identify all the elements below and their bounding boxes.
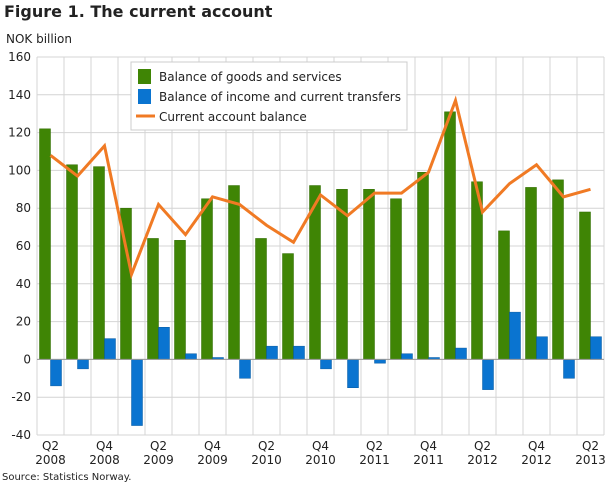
bar-income-transfers [509,311,521,360]
legend-swatch [138,89,151,104]
x-tick-label-year: 2009 [197,453,228,467]
bar-income-transfers [158,327,170,360]
bar-income-transfers [455,347,467,360]
y-tick-label: 20 [16,315,31,329]
y-tick-label: 80 [16,201,31,215]
bar-income-transfers [320,359,332,370]
x-tick-label-year: 2008 [35,453,66,467]
x-tick-label-year: 2012 [467,453,498,467]
bar-income-transfers [104,338,116,360]
bar-goods-services [363,189,375,360]
bar-goods-services [390,198,402,360]
bar-income-transfers [293,345,305,360]
bar-goods-services [39,128,51,360]
legend-label: Current account balance [159,110,307,124]
bar-income-transfers [536,336,548,360]
bar-income-transfers [239,359,251,379]
x-tick-label-year: 2013 [575,453,606,467]
chart-title: Figure 1. The current account [4,2,273,21]
bar-goods-services [255,238,267,360]
bar-income-transfers [374,359,386,364]
x-tick-label-quarter: Q2 [258,439,275,453]
line-current-account [49,95,591,280]
y-tick-label: 60 [16,239,31,253]
bar-goods-services [93,166,105,360]
x-tick-label-quarter: Q2 [474,439,491,453]
bar-income-transfers [185,353,197,360]
y-tick-label: -20 [11,390,31,404]
x-tick-label-quarter: Q2 [42,439,59,453]
x-tick-label-year: 2010 [251,453,282,467]
bar-goods-services [228,185,240,360]
bar-goods-services [201,198,213,360]
legend-swatch [138,69,151,84]
x-tick-label-year: 2009 [143,453,174,467]
y-tick-label: 140 [8,88,31,102]
legend-box [130,61,408,131]
x-tick-label-quarter: Q4 [420,439,437,453]
y-tick-label: 120 [8,126,31,140]
legend-label: Balance of income and current transfers [159,90,401,104]
x-tick-label-quarter: Q4 [96,439,113,453]
bar-goods-services [498,230,510,360]
x-tick-label-quarter: Q2 [582,439,599,453]
bar-income-transfers [50,359,62,387]
bar-income-transfers [266,345,278,360]
y-tick-label: 160 [8,50,31,64]
x-tick-label-quarter: Q2 [366,439,383,453]
x-tick-label-year: 2010 [305,453,336,467]
y-tick-label: 40 [16,277,31,291]
y-axis-label: NOK billion [6,32,73,46]
bar-goods-services [147,238,159,360]
y-tick-label: -40 [11,428,31,442]
x-tick-label-quarter: Q4 [204,439,221,453]
x-tick-label-year: 2011 [359,453,390,467]
bar-income-transfers [401,353,413,360]
x-tick-label-year: 2011 [413,453,444,467]
bar-goods-services [66,164,78,360]
bar-income-transfers [131,359,143,426]
bar-goods-services [552,179,564,360]
bar-income-transfers [590,336,602,360]
bar-goods-services [282,253,294,360]
legend-label: Balance of goods and services [159,70,342,84]
x-tick-label-quarter: Q4 [528,439,545,453]
bar-income-transfers [563,359,575,379]
x-tick-label-quarter: Q4 [312,439,329,453]
bar-goods-services [525,187,537,360]
y-tick-label: 0 [23,352,31,366]
bar-goods-services [579,211,591,360]
bar-goods-services [174,240,186,360]
source-note: Source: Statistics Norway. [2,472,132,483]
y-tick-label: 100 [8,163,31,177]
bar-income-transfers [77,359,89,370]
bar-goods-services [444,111,456,360]
bar-income-transfers [347,359,359,388]
x-tick-label-quarter: Q2 [150,439,167,453]
bar-goods-services [417,172,429,360]
bar-income-transfers [482,359,494,390]
x-tick-label-year: 2012 [521,453,552,467]
x-tick-label-year: 2008 [89,453,120,467]
